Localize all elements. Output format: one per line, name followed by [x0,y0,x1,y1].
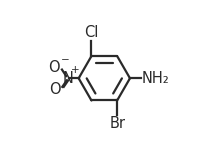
Text: Br: Br [109,116,125,131]
Text: +: + [71,65,79,75]
Text: O: O [48,60,60,75]
Text: O: O [49,82,61,97]
Text: Cl: Cl [84,25,99,40]
Text: N: N [62,71,73,86]
Text: −: − [61,55,70,65]
Text: NH₂: NH₂ [142,71,170,86]
